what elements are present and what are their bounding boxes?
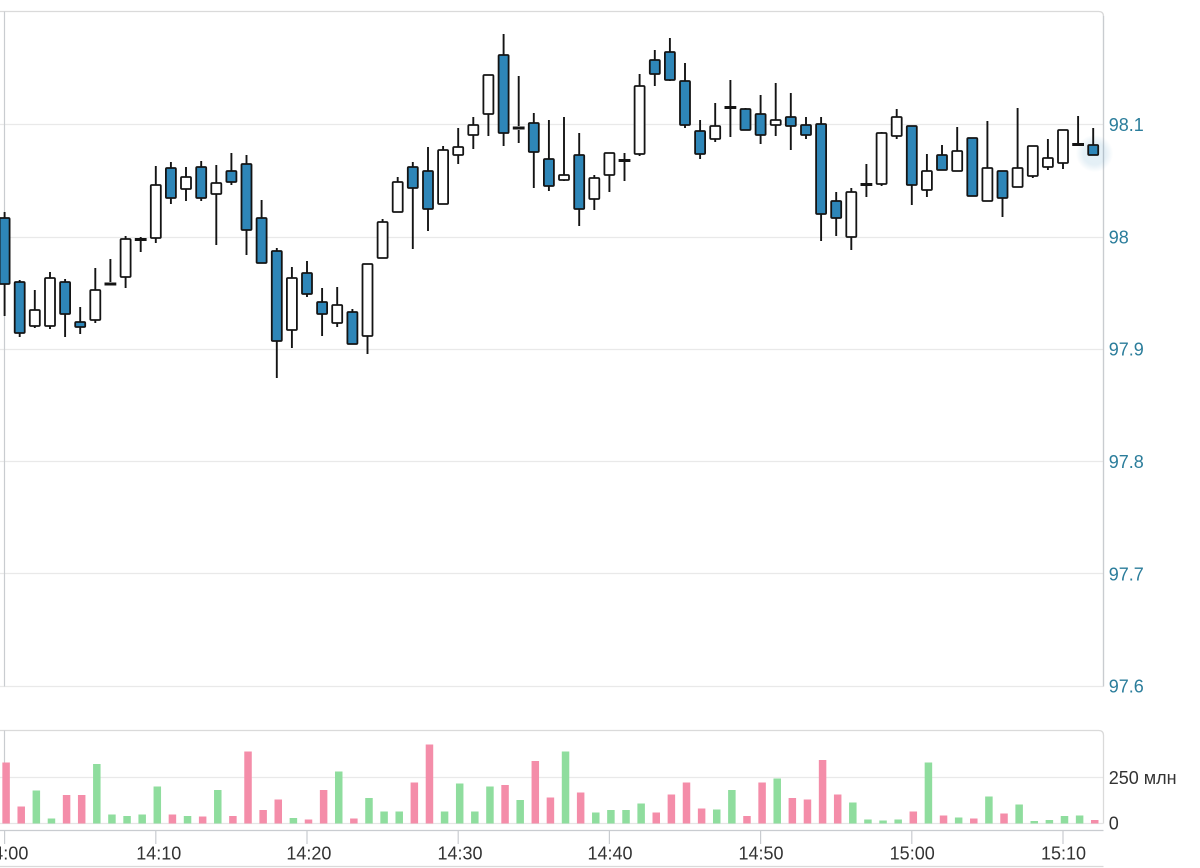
svg-text:14:40: 14:40	[587, 844, 632, 864]
svg-text:97.9: 97.9	[1109, 340, 1144, 360]
svg-text:14:50: 14:50	[738, 844, 783, 864]
svg-text:15:10: 15:10	[1041, 844, 1086, 864]
svg-text:98.1: 98.1	[1109, 115, 1144, 135]
svg-text:97.7: 97.7	[1109, 564, 1144, 584]
svg-text:14:20: 14:20	[286, 844, 331, 864]
svg-text:0: 0	[1109, 813, 1119, 833]
svg-text:98: 98	[1109, 227, 1129, 247]
svg-text:250 млн: 250 млн	[1109, 768, 1177, 788]
svg-text:14:10: 14:10	[136, 844, 181, 864]
svg-text:97.6: 97.6	[1109, 677, 1144, 697]
svg-text:14:30: 14:30	[437, 844, 482, 864]
svg-text:15:00: 15:00	[890, 844, 935, 864]
svg-text:97.8: 97.8	[1109, 452, 1144, 472]
svg-text:14:00: 14:00	[0, 844, 28, 864]
